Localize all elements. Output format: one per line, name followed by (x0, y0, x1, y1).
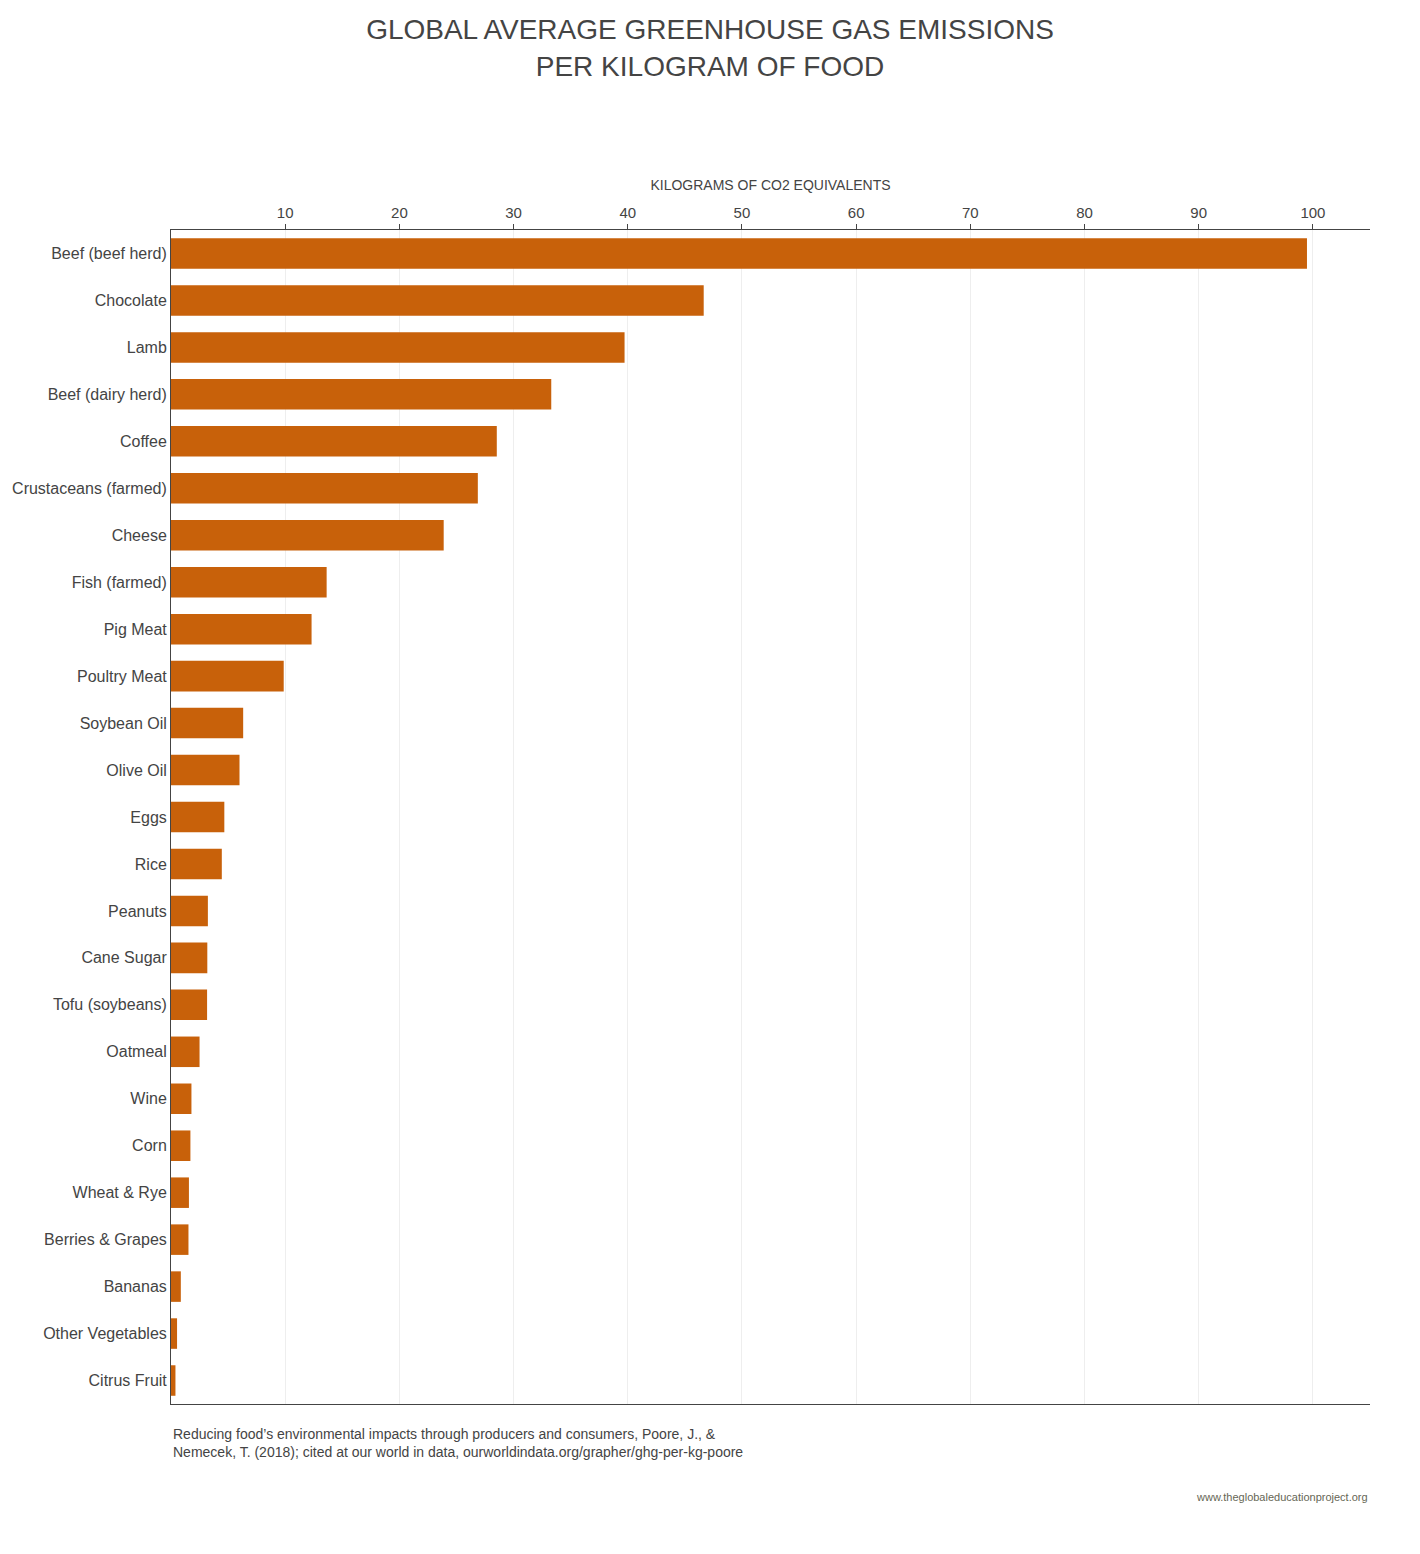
svg-text:Tofu (soybeans): Tofu (soybeans) (53, 996, 167, 1013)
svg-text:50: 50 (734, 204, 751, 221)
svg-text:30: 30 (505, 204, 522, 221)
svg-text:Crustaceans (farmed): Crustaceans (farmed) (12, 480, 167, 497)
svg-text:Lamb: Lamb (127, 339, 167, 356)
svg-text:Poultry Meat: Poultry Meat (77, 668, 167, 685)
svg-text:Cane Sugar: Cane Sugar (81, 949, 167, 966)
svg-text:Wine: Wine (130, 1090, 167, 1107)
svg-text:Fish (farmed): Fish (farmed) (72, 574, 167, 591)
svg-text:40: 40 (619, 204, 636, 221)
svg-text:70: 70 (962, 204, 979, 221)
svg-text:www.theglobaleducationproject.: www.theglobaleducationproject.org (1196, 1491, 1368, 1503)
svg-text:GLOBAL AVERAGE GREENHOUSE GAS: GLOBAL AVERAGE GREENHOUSE GAS EMISSIONSP… (366, 14, 1054, 81)
svg-text:100: 100 (1300, 204, 1325, 221)
svg-text:10: 10 (277, 204, 294, 221)
svg-text:20: 20 (391, 204, 408, 221)
svg-text:80: 80 (1076, 204, 1093, 221)
svg-text:Rice: Rice (135, 856, 167, 873)
svg-text:Pig Meat: Pig Meat (104, 621, 168, 638)
svg-text:Other Vegetables: Other Vegetables (43, 1325, 167, 1342)
svg-text:Peanuts: Peanuts (108, 903, 167, 920)
svg-text:Cheese: Cheese (112, 527, 167, 544)
svg-text:Oatmeal: Oatmeal (106, 1043, 166, 1060)
svg-text:Citrus Fruit: Citrus Fruit (89, 1372, 168, 1389)
svg-text:Wheat & Rye: Wheat & Rye (73, 1184, 167, 1201)
svg-text:Soybean Oil: Soybean Oil (80, 715, 167, 732)
svg-text:KILOGRAMS OF CO2 EQUIVALENTS: KILOGRAMS OF CO2 EQUIVALENTS (650, 177, 890, 193)
svg-text:60: 60 (848, 204, 865, 221)
svg-text:Beef (beef herd): Beef (beef herd) (51, 245, 167, 262)
svg-text:Chocolate: Chocolate (95, 292, 167, 309)
svg-text:Coffee: Coffee (120, 433, 167, 450)
svg-text:Reducing food’s environmental: Reducing food’s environmental impacts th… (173, 1426, 743, 1460)
svg-text:Olive Oil: Olive Oil (106, 762, 166, 779)
svg-text:90: 90 (1190, 204, 1207, 221)
svg-text:Beef (dairy herd): Beef (dairy herd) (48, 386, 167, 403)
svg-text:Corn: Corn (132, 1137, 167, 1154)
svg-text:Eggs: Eggs (130, 809, 166, 826)
svg-text:Berries & Grapes: Berries & Grapes (44, 1231, 167, 1248)
svg-text:Bananas: Bananas (104, 1278, 167, 1295)
